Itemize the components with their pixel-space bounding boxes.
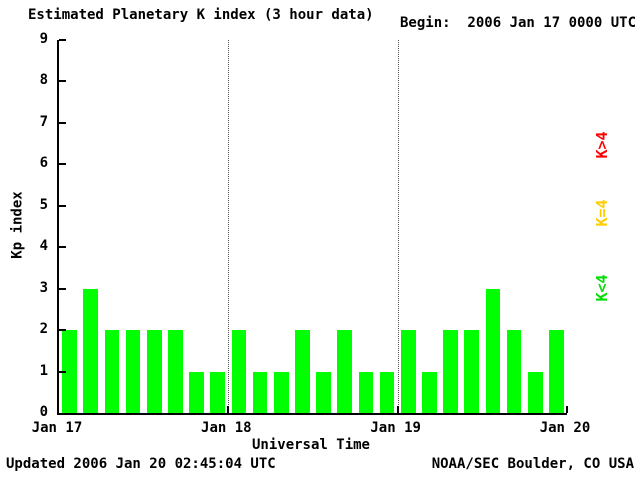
x-axis-tick bbox=[566, 406, 568, 413]
kp-bar bbox=[485, 288, 501, 413]
kp-bar bbox=[189, 371, 204, 413]
kp-bar bbox=[231, 330, 247, 413]
y-tick-label: 2 bbox=[39, 321, 48, 338]
x-tick-label: Jan 17 bbox=[31, 420, 83, 436]
kp-bar bbox=[146, 330, 162, 413]
kp-bar bbox=[400, 330, 416, 413]
y-tick-label: 5 bbox=[39, 196, 48, 213]
kp-bar bbox=[337, 330, 353, 413]
y-tick-label: 4 bbox=[39, 238, 48, 255]
kp-bar bbox=[316, 371, 331, 413]
y-axis-tick bbox=[59, 204, 66, 207]
x-axis-label: Universal Time bbox=[251, 437, 370, 453]
y-tick-label: 0 bbox=[39, 404, 48, 420]
kp-bar bbox=[549, 330, 564, 413]
y-tick-label: 9 bbox=[39, 31, 48, 47]
kp-bar bbox=[62, 330, 77, 413]
day-boundary-gridline bbox=[228, 40, 230, 413]
y-tick-label: 6 bbox=[39, 155, 48, 172]
kp-bar bbox=[358, 371, 374, 413]
kp-bar bbox=[252, 371, 268, 413]
y-axis-tick bbox=[59, 329, 66, 332]
kp-bar bbox=[506, 330, 522, 413]
kp-bar bbox=[210, 371, 226, 413]
x-tick-label: Jan 20 bbox=[539, 420, 591, 436]
y-axis-tick bbox=[59, 163, 66, 166]
y-axis-label: Kp index bbox=[9, 191, 26, 259]
x-tick-label: Jan 18 bbox=[201, 420, 252, 436]
y-tick-label: 8 bbox=[39, 72, 48, 89]
kp-bar bbox=[295, 330, 310, 413]
kp-bar bbox=[379, 371, 395, 413]
plot-area bbox=[57, 39, 568, 415]
y-axis-tick bbox=[59, 370, 66, 373]
y-axis-tick bbox=[59, 246, 66, 249]
y-axis-tick bbox=[59, 121, 66, 124]
y-tick-label: 3 bbox=[39, 279, 48, 296]
kp-bar bbox=[527, 371, 543, 413]
y-tick-label: 1 bbox=[39, 362, 48, 379]
legend-k-eq-4: K=4 bbox=[593, 199, 611, 227]
y-axis-tick bbox=[59, 287, 66, 290]
kp-bar bbox=[422, 371, 437, 413]
y-axis-tick bbox=[59, 39, 66, 41]
y-tick-label: 7 bbox=[39, 113, 48, 130]
kp-bar bbox=[83, 288, 99, 413]
legend-k-gt-4: K>4 bbox=[593, 131, 611, 159]
x-axis-tick bbox=[396, 406, 399, 413]
kp-bar bbox=[464, 330, 480, 413]
y-axis-tick bbox=[59, 80, 66, 83]
updated-timestamp: Updated 2006 Jan 20 02:45:04 UTC bbox=[6, 456, 276, 472]
legend-k-lt-4: K<4 bbox=[593, 274, 611, 302]
begin-label: Begin: 2006 Jan 17 0000 UTC bbox=[400, 15, 637, 31]
x-axis-tick bbox=[227, 406, 230, 413]
chart-title: Estimated Planetary K index (3 hour data… bbox=[28, 7, 374, 23]
kp-bar bbox=[125, 330, 141, 413]
x-tick-label: Jan 19 bbox=[370, 420, 421, 436]
kp-bar bbox=[443, 330, 458, 413]
kp-bar bbox=[273, 371, 289, 413]
kp-bar bbox=[104, 330, 120, 413]
source-credit: NOAA/SEC Boulder, CO USA bbox=[431, 456, 634, 472]
kp-bar bbox=[168, 330, 183, 413]
day-boundary-gridline bbox=[397, 40, 399, 413]
